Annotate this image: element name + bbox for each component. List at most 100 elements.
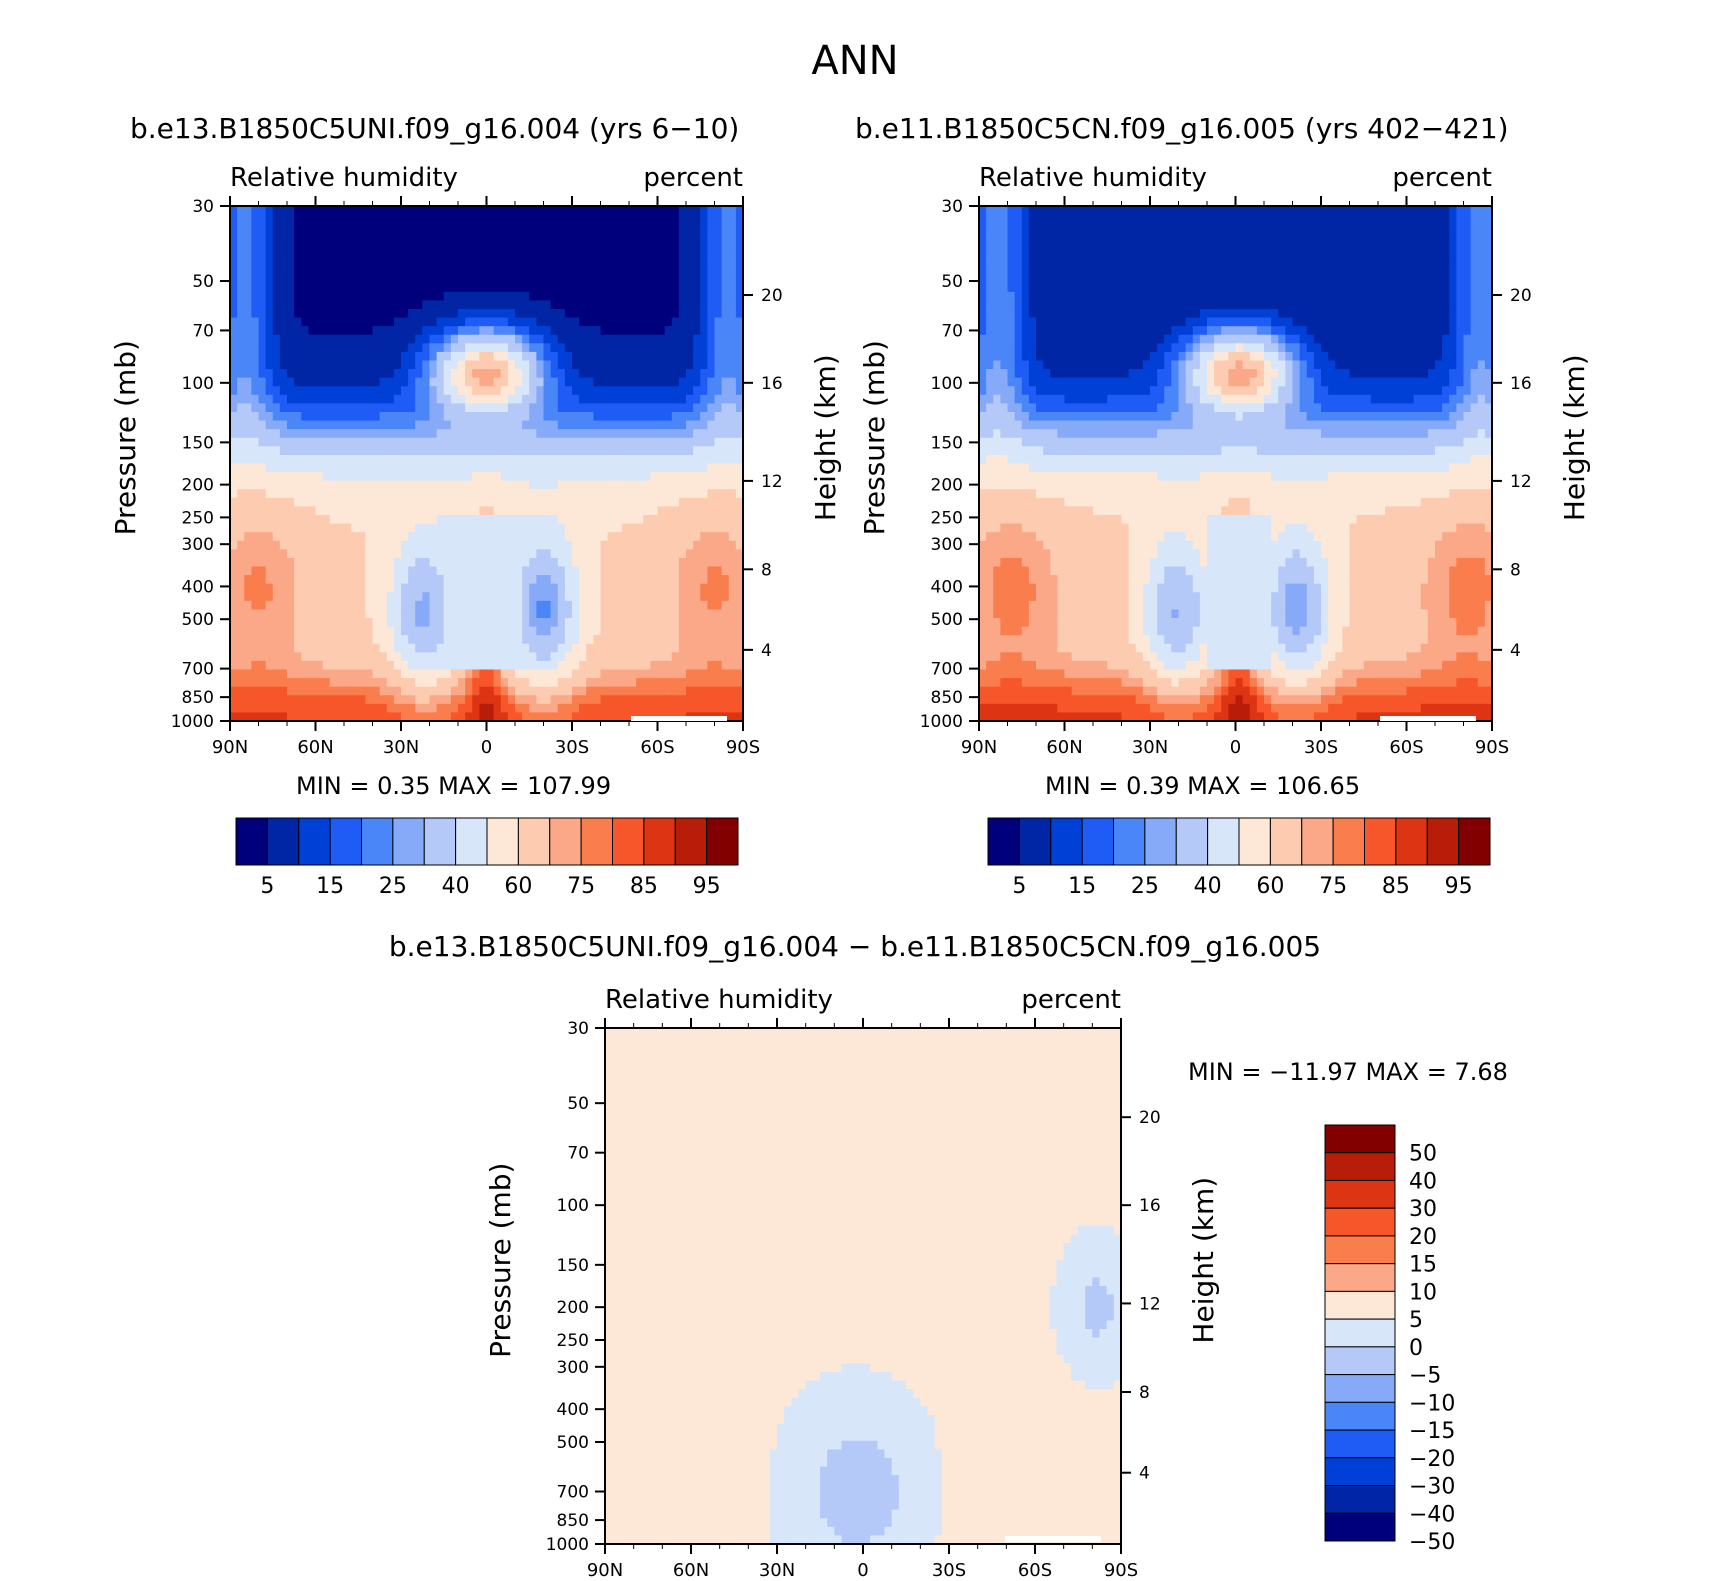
contour-cell (408, 369, 416, 379)
contour-cell (721, 394, 730, 405)
contour-cell (500, 206, 509, 216)
contour-cell (721, 283, 730, 293)
contour-cell (543, 686, 552, 696)
contour-cell (557, 652, 566, 662)
contour-cell (636, 223, 644, 233)
contour-cell (393, 575, 402, 585)
contour-cell (1363, 248, 1372, 259)
contour-cell (294, 274, 302, 284)
contour-cell (322, 446, 331, 456)
contour-cell (507, 583, 516, 593)
contour-cell (614, 343, 623, 353)
contour-cell (614, 678, 623, 688)
contour-cell (636, 231, 644, 241)
contour-cell (1150, 257, 1158, 267)
contour-cell (458, 351, 466, 362)
contour-cell (522, 454, 530, 465)
contour-cell (287, 515, 295, 525)
contour-cell (529, 669, 537, 679)
contour-cell (643, 652, 651, 662)
contour-cell (358, 695, 366, 705)
contour-cell (372, 334, 381, 344)
contour-cell (336, 669, 345, 679)
contour-cell (607, 266, 616, 276)
contour-cell (1242, 223, 1251, 233)
contour-cell (1021, 206, 1030, 216)
contour-cell (301, 489, 309, 499)
contour-cell (600, 686, 609, 696)
contour-cell (564, 575, 573, 585)
contour-cell (265, 592, 274, 602)
contour-cell (287, 549, 295, 559)
contour-cell (564, 609, 573, 619)
contour-cell (686, 360, 694, 370)
contour-cell (279, 600, 288, 611)
contour-cell (287, 454, 295, 465)
contour-cell (386, 540, 395, 550)
contour-cell (515, 489, 523, 499)
contour-cell (1036, 206, 1044, 216)
contour-cell (336, 523, 345, 533)
contour-cell (522, 223, 530, 233)
contour-cell (522, 240, 530, 250)
contour-cell (550, 394, 559, 405)
contour-cell (1306, 248, 1315, 259)
contour-cell (721, 266, 730, 276)
contour-cell (629, 618, 637, 628)
contour-cell (643, 678, 651, 688)
contour-cell (728, 703, 737, 714)
contour-cell (714, 618, 723, 628)
contour-cell (415, 326, 423, 336)
contour-cell (379, 472, 388, 482)
contour-cell (707, 300, 716, 310)
contour-cell (429, 248, 438, 259)
contour-cell (593, 506, 602, 516)
contour-cell (1335, 214, 1343, 224)
contour-cell (593, 643, 602, 653)
contour-cell (522, 618, 530, 628)
contour-cell (443, 360, 452, 370)
contour-cell (429, 283, 438, 293)
contour-cell (550, 506, 559, 516)
contour-cell (643, 317, 651, 327)
contour-cell (500, 583, 509, 593)
contour-cell (543, 403, 552, 413)
contour-cell (507, 420, 516, 430)
contour-cell (693, 394, 701, 405)
contour-cell (450, 575, 459, 585)
contour-cell (379, 206, 388, 216)
contour-cell (450, 635, 459, 645)
contour-cell (1228, 240, 1237, 250)
contour-cell (657, 695, 666, 705)
contour-cell (244, 703, 252, 714)
contour-cell (486, 257, 495, 267)
contour-cell (693, 660, 701, 671)
contour-cell (600, 669, 609, 679)
contour-cell (379, 635, 388, 645)
contour-cell (686, 283, 694, 293)
contour-cell (579, 549, 587, 559)
contour-cell (607, 386, 616, 396)
contour-cell (1199, 240, 1208, 250)
contour-cell (486, 566, 495, 576)
contour-cell (714, 454, 723, 465)
contour-cell (993, 240, 1001, 250)
colorbar-swatch (361, 817, 394, 866)
contour-cell (707, 274, 716, 284)
contour-cell (1449, 257, 1457, 267)
contour-cell (579, 618, 587, 628)
contour-cell (636, 317, 644, 327)
contour-cell (287, 377, 295, 387)
contour-cell (1392, 231, 1400, 241)
contour-cell (614, 566, 623, 576)
contour-cell (386, 223, 395, 233)
contour-cell (550, 403, 559, 413)
contour-cell (650, 334, 659, 344)
contour-cell (522, 472, 530, 482)
contour-cell (436, 454, 445, 465)
contour-cell (500, 703, 509, 714)
contour-cell (393, 506, 402, 516)
contour-cell (479, 223, 488, 233)
contour-cell (643, 686, 651, 696)
contour-cell (564, 223, 573, 233)
